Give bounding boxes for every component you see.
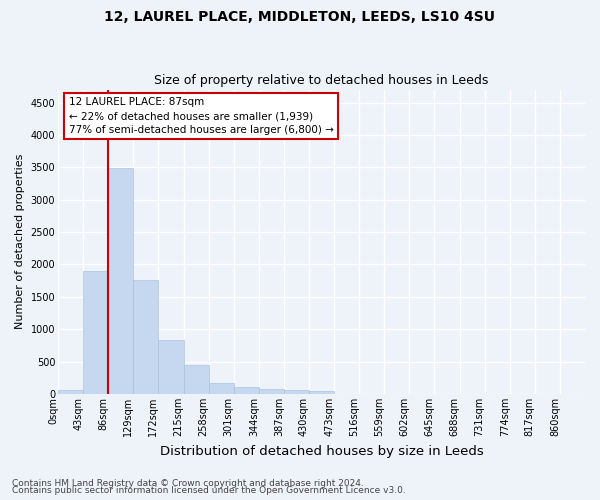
Bar xyxy=(209,384,234,394)
Text: 12, LAUREL PLACE, MIDDLETON, LEEDS, LS10 4SU: 12, LAUREL PLACE, MIDDLETON, LEEDS, LS10… xyxy=(104,10,496,24)
X-axis label: Distribution of detached houses by size in Leeds: Distribution of detached houses by size … xyxy=(160,444,484,458)
Bar xyxy=(83,271,108,394)
Title: Size of property relative to detached houses in Leeds: Size of property relative to detached ho… xyxy=(154,74,489,87)
Text: Contains public sector information licensed under the Open Government Licence v3: Contains public sector information licen… xyxy=(12,486,406,495)
Text: 12 LAUREL PLACE: 87sqm
← 22% of detached houses are smaller (1,939)
77% of semi-: 12 LAUREL PLACE: 87sqm ← 22% of detached… xyxy=(68,97,334,135)
Bar xyxy=(234,387,259,394)
Bar xyxy=(184,365,209,394)
Y-axis label: Number of detached properties: Number of detached properties xyxy=(15,154,25,330)
Bar xyxy=(158,340,184,394)
Bar xyxy=(284,390,309,394)
Bar xyxy=(108,168,133,394)
Text: Contains HM Land Registry data © Crown copyright and database right 2024.: Contains HM Land Registry data © Crown c… xyxy=(12,478,364,488)
Bar xyxy=(309,391,334,394)
Bar xyxy=(58,390,83,394)
Bar xyxy=(259,389,284,394)
Bar xyxy=(133,280,158,394)
